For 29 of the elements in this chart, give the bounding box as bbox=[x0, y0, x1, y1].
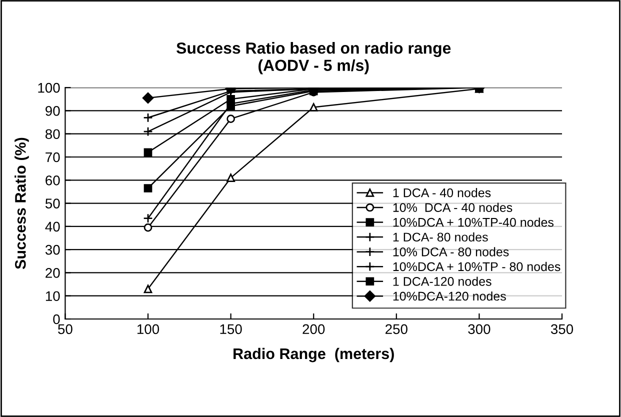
y-tick-label: 40 bbox=[45, 222, 60, 232]
x-tick-label: 100 bbox=[137, 324, 160, 334]
y-tick-label: 70 bbox=[46, 152, 60, 162]
legend-label: 10%DCA-120 nodes bbox=[393, 291, 506, 301]
y-tick-label: 10 bbox=[46, 291, 60, 302]
x-axis-title: Radio Range (meters) bbox=[234, 348, 394, 362]
y-tick-label: 90 bbox=[46, 106, 60, 116]
y-tick-label: 50 bbox=[45, 198, 60, 208]
legend-label: 10%DCA + 10%TP - 80 nodes bbox=[393, 262, 560, 272]
x-tick-label: 300 bbox=[468, 324, 490, 334]
y-tick-label: 0 bbox=[53, 314, 60, 324]
y-tick-label: 100 bbox=[38, 82, 60, 93]
y-tick-label: 30 bbox=[45, 244, 60, 255]
legend-label: 1 DCA - 40 nodes bbox=[393, 188, 491, 198]
x-tick-label: 350 bbox=[550, 324, 574, 334]
legend-label: 10% DCA - 40 nodes bbox=[393, 202, 512, 212]
legend-label: 10%DCA + 10%TP-40 nodes bbox=[393, 218, 554, 227]
x-tick-label: 150 bbox=[220, 324, 242, 334]
legend-label: 10% DCA - 80 nodes bbox=[393, 247, 509, 256]
y-axis-title: Success Ratio (%) bbox=[14, 138, 29, 270]
y-tick-label: 20 bbox=[46, 268, 60, 278]
x-tick-label: 50 bbox=[58, 324, 72, 334]
y-tick-label: 60 bbox=[46, 175, 60, 186]
legend-label: 1 DCA- 80 nodes bbox=[393, 232, 488, 242]
x-tick-label: 200 bbox=[302, 324, 325, 334]
chart-title: Success Ratio based on radio range (AODV - 5 m/s) bbox=[176, 42, 451, 74]
y-tick-label: 80 bbox=[46, 129, 60, 140]
legend-label: 1 DCA-120 nodes bbox=[393, 276, 492, 286]
x-tick-label: 250 bbox=[386, 324, 408, 334]
